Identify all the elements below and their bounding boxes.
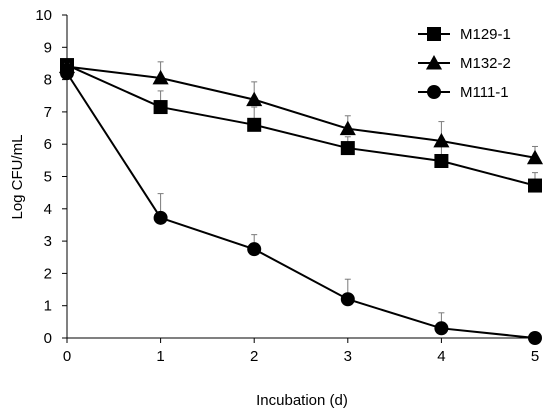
x-tick-label: 1 bbox=[156, 348, 164, 365]
data-point bbox=[152, 69, 169, 85]
y-tick-label: 8 bbox=[44, 72, 52, 89]
x-tick-label: 3 bbox=[344, 348, 352, 365]
legend-item: M132-2 bbox=[418, 54, 511, 72]
data-point bbox=[153, 100, 168, 115]
x-tick-label: 2 bbox=[250, 348, 258, 365]
y-tick-label: 1 bbox=[44, 298, 52, 315]
legend-item: M129-1 bbox=[418, 26, 511, 43]
legend-label: M129-1 bbox=[460, 26, 511, 43]
series-M132-2 bbox=[58, 58, 544, 165]
y-tick-label: 0 bbox=[44, 330, 52, 347]
axes: 0 1 2 3 4 5 6 7 8 9 10 0 1 2 3 4 5 bbox=[35, 7, 539, 365]
y-axis-title: Log CFU/mL bbox=[9, 134, 26, 219]
x-tick-label: 0 bbox=[63, 348, 71, 365]
y-tick-label: 7 bbox=[44, 104, 52, 121]
x-tick-label: 5 bbox=[531, 348, 539, 365]
y-tick-label: 3 bbox=[44, 233, 52, 250]
legend-label: M132-2 bbox=[460, 55, 511, 72]
y-tick-label: 10 bbox=[35, 7, 52, 24]
data-point bbox=[340, 141, 355, 156]
data-point bbox=[247, 117, 262, 132]
series-line bbox=[66, 72, 536, 339]
data-point bbox=[434, 321, 449, 336]
y-tick-label: 6 bbox=[44, 136, 52, 153]
y-tick-label: 9 bbox=[44, 39, 52, 56]
series-line bbox=[66, 65, 536, 159]
legend: M129-1 M132-2 M111-1 bbox=[418, 26, 511, 101]
legend-marker bbox=[427, 85, 441, 99]
data-point bbox=[433, 132, 450, 148]
series-M111-1 bbox=[60, 66, 542, 345]
data-point bbox=[528, 178, 542, 193]
plot-area bbox=[58, 58, 544, 345]
legend-marker bbox=[425, 54, 443, 70]
data-point bbox=[153, 210, 168, 225]
data-point bbox=[246, 91, 263, 107]
y-tick-label: 4 bbox=[44, 201, 52, 218]
data-point bbox=[434, 153, 449, 168]
x-tick-label: 4 bbox=[437, 348, 445, 365]
data-point bbox=[340, 292, 355, 307]
legend-item: M111-1 bbox=[418, 84, 509, 101]
y-tick-label: 2 bbox=[44, 265, 52, 282]
legend-marker bbox=[427, 27, 441, 41]
data-point bbox=[247, 242, 262, 257]
series-line bbox=[66, 64, 536, 187]
data-point bbox=[339, 120, 356, 136]
y-tick-label: 5 bbox=[44, 169, 52, 186]
legend-label: M111-1 bbox=[460, 84, 509, 101]
x-axis-title: Incubation (d) bbox=[256, 392, 348, 409]
data-point bbox=[526, 149, 544, 165]
series-M129-1 bbox=[60, 58, 542, 193]
